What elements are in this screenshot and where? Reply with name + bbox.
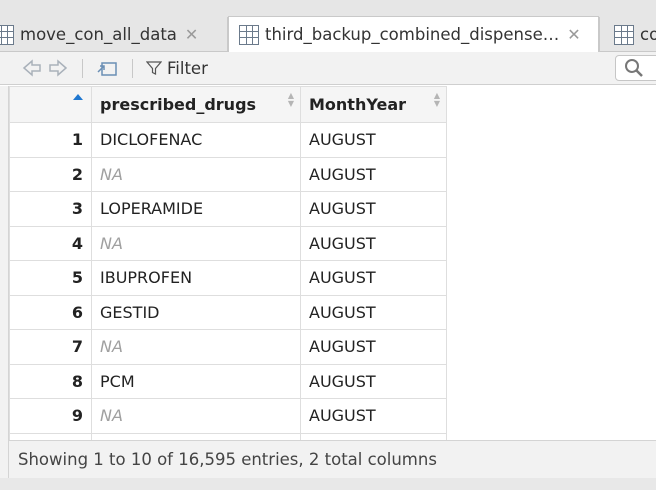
back-arrow-icon[interactable]	[22, 58, 42, 78]
row-number: 5	[9, 260, 92, 296]
sort-icon: ▲ ▼	[433, 91, 440, 108]
cell-monthyear: AUGUST	[300, 329, 447, 365]
cell-prescribed-drugs: NA	[91, 329, 301, 365]
row-number: 1	[9, 122, 92, 158]
table-row: 3 LOPERAMIDE AUGUST	[9, 191, 447, 227]
table-row: 9 NA AUGUST	[9, 398, 447, 434]
cell-monthyear: AUGUST	[300, 122, 447, 158]
left-rail	[0, 86, 9, 478]
toolbar-divider	[82, 59, 83, 78]
open-in-window-icon[interactable]	[96, 58, 118, 78]
cell-monthyear: AUGUST	[300, 156, 447, 192]
row-number: 9	[9, 398, 92, 434]
tab-label: third_backup_combined_dispense…	[265, 25, 560, 44]
toolbar: Filter	[0, 52, 656, 85]
row-number: 4	[9, 225, 92, 261]
table-row: 7 NA AUGUST	[9, 329, 447, 365]
tab-label: move_con_all_data	[20, 25, 177, 44]
row-number: 3	[9, 191, 92, 227]
table-row: 4 NA AUGUST	[9, 225, 447, 261]
filter-button[interactable]: Filter	[146, 57, 208, 79]
cell-prescribed-drugs: NA	[91, 156, 301, 192]
toolbar-divider	[132, 59, 133, 78]
tab-third-backup-combined[interactable]: third_backup_combined_dispense… ✕	[228, 16, 599, 52]
cell-prescribed-drugs: DICLOFENAC	[91, 122, 301, 158]
table-row: 1 DICLOFENAC AUGUST	[9, 122, 447, 158]
table-row: 5 IBUPROFEN AUGUST	[9, 260, 447, 296]
row-number: 7	[9, 329, 92, 365]
cell-monthyear: AUGUST	[300, 294, 447, 330]
row-number: 8	[9, 363, 92, 399]
cell-monthyear: AUGUST	[300, 398, 447, 434]
tab-move-con-all-data[interactable]: move_con_all_data ✕	[0, 17, 228, 52]
entries-summary: Showing 1 to 10 of 16,595 entries, 2 tot…	[18, 450, 437, 469]
data-table-icon	[614, 24, 634, 45]
tab-bar: move_con_all_data ✕ third_backup_combine…	[0, 0, 656, 52]
cell-monthyear: AUGUST	[300, 225, 447, 261]
table-row: 2 NA AUGUST	[9, 156, 447, 192]
close-icon[interactable]: ✕	[567, 25, 581, 44]
sort-ascending-icon	[73, 94, 83, 100]
forward-arrow-icon[interactable]	[48, 58, 68, 78]
table-row: 8 PCM AUGUST	[9, 363, 447, 399]
table-row: 6 GESTID AUGUST	[9, 294, 447, 330]
tab-label: co	[640, 25, 656, 44]
row-number-header[interactable]	[9, 86, 92, 123]
search-input[interactable]	[615, 55, 656, 81]
status-bar: Showing 1 to 10 of 16,595 entries, 2 tot…	[9, 440, 656, 478]
cell-prescribed-drugs: NA	[91, 398, 301, 434]
cell-monthyear: AUGUST	[300, 191, 447, 227]
tab-co[interactable]: co	[599, 17, 656, 52]
close-icon[interactable]: ✕	[184, 25, 199, 44]
cell-prescribed-drugs: PCM	[91, 363, 301, 399]
column-header-prescribed-drugs[interactable]: prescribed_drugs ▲ ▼	[91, 86, 301, 123]
cell-prescribed-drugs: IBUPROFEN	[91, 260, 301, 296]
cell-prescribed-drugs: LOPERAMIDE	[91, 191, 301, 227]
bottom-strip	[0, 478, 656, 490]
sort-icon: ▲ ▼	[287, 91, 294, 108]
cell-monthyear: AUGUST	[300, 260, 447, 296]
filter-label: Filter	[167, 58, 208, 78]
search-icon	[625, 59, 643, 77]
data-table-icon	[239, 24, 259, 45]
funnel-icon	[146, 61, 162, 75]
data-table-icon	[0, 24, 14, 45]
cell-monthyear: AUGUST	[300, 363, 447, 399]
cell-prescribed-drugs: NA	[91, 225, 301, 261]
row-number: 2	[9, 156, 92, 192]
cell-prescribed-drugs: GESTID	[91, 294, 301, 330]
data-grid: prescribed_drugs ▲ ▼ MonthYear ▲ ▼ 1 DICLOF…	[9, 86, 447, 468]
row-number: 6	[9, 294, 92, 330]
column-header-monthyear[interactable]: MonthYear ▲ ▼	[300, 86, 447, 123]
